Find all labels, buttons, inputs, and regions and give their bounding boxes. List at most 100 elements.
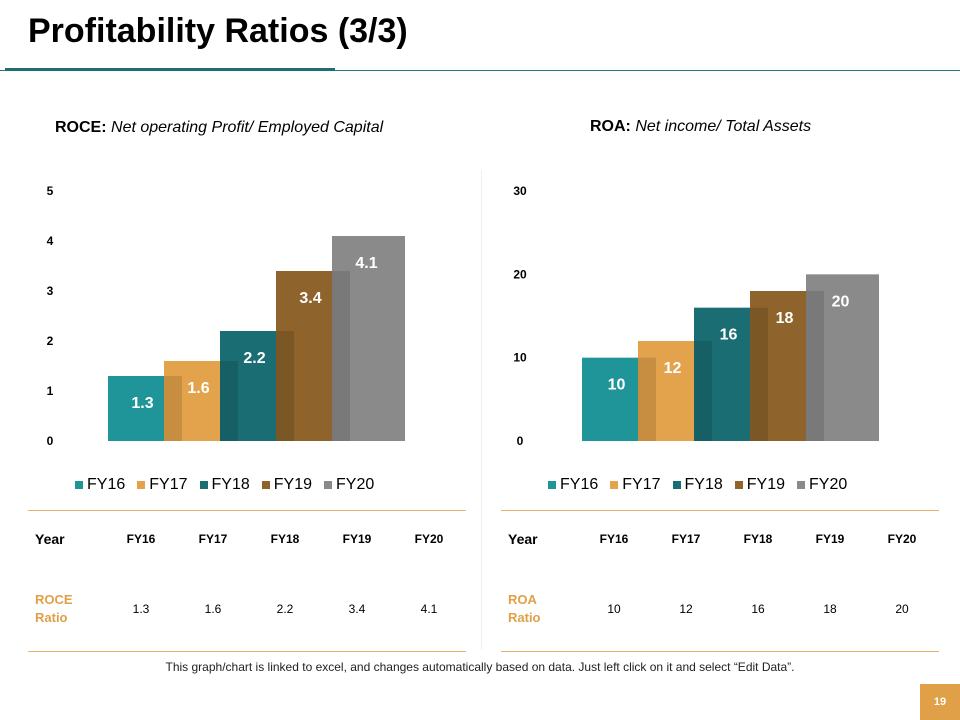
table-cell: 16 xyxy=(751,602,765,616)
bar-overlap-shade xyxy=(638,357,656,441)
legend-swatch xyxy=(199,481,208,489)
title-divider xyxy=(0,70,960,71)
row-label-line: ROA xyxy=(508,592,537,607)
legend-swatch xyxy=(672,481,681,489)
legend-item: FY20 xyxy=(324,476,374,494)
table-row-label: ROA Ratio xyxy=(501,591,578,627)
data-label: 1.3 xyxy=(131,395,153,412)
legend-swatch xyxy=(137,481,146,489)
table-header-row: Year FY16 FY17 FY18 FY19 FY20 xyxy=(28,529,466,549)
legend-item: FY16 xyxy=(75,476,125,494)
title-accent-bar xyxy=(5,68,335,71)
table-cell: 2.2 xyxy=(276,602,294,616)
table-cell: 4.1 xyxy=(420,602,438,616)
footnote: This graph/chart is linked to excel, and… xyxy=(165,660,795,674)
table-header-cell: FY16 xyxy=(126,532,156,546)
roa-chart-legend: FY16 FY17 FY18 FY19 FY20 xyxy=(548,476,847,494)
legend-swatch xyxy=(797,481,805,489)
bar-overlap-shade xyxy=(694,341,712,441)
legend-swatch xyxy=(324,481,332,489)
y-tick-label: 0 xyxy=(47,434,54,448)
table-cell: 3.4 xyxy=(348,602,366,616)
bar-fy20 xyxy=(806,274,879,441)
legend-item: FY16 xyxy=(548,476,598,494)
legend-swatch xyxy=(548,481,556,489)
row-label-line: Ratio xyxy=(35,610,68,625)
data-label: 3.4 xyxy=(299,290,321,307)
roce-chart-title: ROCE: Net operating Profit/ Employed Cap… xyxy=(55,119,383,137)
table-header-row: Year FY16 FY17 FY18 FY19 FY20 xyxy=(501,529,939,549)
roa-chart-title-text: Net income/ Total Assets xyxy=(630,118,812,135)
y-tick-label: 3 xyxy=(47,284,54,298)
legend-item: FY19 xyxy=(734,476,785,494)
y-tick-label: 30 xyxy=(513,184,527,198)
legend-label: FY17 xyxy=(149,476,188,493)
table-header-cell: FY19 xyxy=(815,532,845,546)
legend-label: FY20 xyxy=(336,476,375,493)
data-label: 4.1 xyxy=(355,255,377,272)
y-tick-label: 5 xyxy=(47,184,54,198)
bar-fy20 xyxy=(332,236,405,441)
table-cell: 20 xyxy=(895,602,909,616)
data-label: 16 xyxy=(720,327,738,344)
legend-label: FY19 xyxy=(273,476,312,493)
legend-swatch xyxy=(734,481,743,489)
roa-chart-title-bold: ROA: xyxy=(590,118,631,135)
table-header-cell: FY18 xyxy=(743,532,773,546)
legend-label: FY19 xyxy=(746,476,785,493)
row-label-line: ROCE xyxy=(35,592,73,607)
table-header-cell: FY20 xyxy=(414,532,444,546)
y-tick-label: 2 xyxy=(47,334,54,348)
legend-label: FY17 xyxy=(622,476,661,493)
legend-item: FY18 xyxy=(672,476,723,494)
bar-overlap-shade xyxy=(806,291,824,441)
data-label: 12 xyxy=(664,360,682,377)
legend-label: FY16 xyxy=(87,476,126,493)
roce-chart-legend: FY16 FY17 FY18 FY19 FY20 xyxy=(75,476,374,494)
page-number: 19 xyxy=(920,684,960,720)
legend-swatch xyxy=(610,481,619,489)
row-label-line: Ratio xyxy=(508,610,541,625)
y-tick-label: 1 xyxy=(47,384,54,398)
legend-item: FY20 xyxy=(797,476,847,494)
table-cell: 18 xyxy=(823,602,837,616)
y-tick-label: 4 xyxy=(47,234,54,248)
data-label: 20 xyxy=(832,293,850,310)
table-header-cell: FY20 xyxy=(887,532,917,546)
table-header-year: Year xyxy=(508,531,538,547)
legend-label: FY20 xyxy=(809,476,848,493)
data-label: 10 xyxy=(608,377,626,394)
table-row-label: ROCE Ratio xyxy=(28,591,105,627)
legend-item: FY18 xyxy=(199,476,250,494)
table-header-cell: FY17 xyxy=(671,532,701,546)
table-header-cell: FY18 xyxy=(270,532,300,546)
bar-overlap-shade xyxy=(164,376,182,441)
bar-rect xyxy=(806,274,879,441)
roce-data-table: Year FY16 FY17 FY18 FY19 FY20 ROCE Ratio… xyxy=(28,510,466,652)
legend-label: FY16 xyxy=(560,476,599,493)
bar-rect xyxy=(332,236,405,441)
table-cell: 1.3 xyxy=(132,602,150,616)
data-label: 2.2 xyxy=(243,350,265,367)
roa-data-table: Year FY16 FY17 FY18 FY19 FY20 ROA Ratio … xyxy=(501,510,939,652)
panel-divider xyxy=(481,170,482,650)
y-tick-label: 20 xyxy=(513,267,527,281)
roa-chart-title: ROA: Net income/ Total Assets xyxy=(590,118,811,136)
data-label: 1.6 xyxy=(187,380,209,397)
legend-item: FY17 xyxy=(137,476,188,494)
y-tick-label: 10 xyxy=(513,351,527,365)
table-row: ROCE Ratio 1.3 1.6 2.2 3.4 4.1 xyxy=(28,589,466,629)
roce-chart-title-text: Net operating Profit/ Employed Capital xyxy=(106,119,384,136)
page-title: Profitability Ratios (3/3) xyxy=(28,12,408,50)
legend-item: FY19 xyxy=(261,476,312,494)
table-cell: 12 xyxy=(679,602,693,616)
legend-item: FY17 xyxy=(610,476,661,494)
bar-overlap-shade xyxy=(276,331,294,441)
data-label: 18 xyxy=(776,310,794,327)
legend-label: FY18 xyxy=(211,476,250,493)
bar-overlap-shade xyxy=(220,361,238,441)
table-cell: 10 xyxy=(607,602,621,616)
bar-overlap-shade xyxy=(332,271,350,441)
bar-overlap-shade xyxy=(750,307,768,441)
legend-label: FY18 xyxy=(684,476,723,493)
